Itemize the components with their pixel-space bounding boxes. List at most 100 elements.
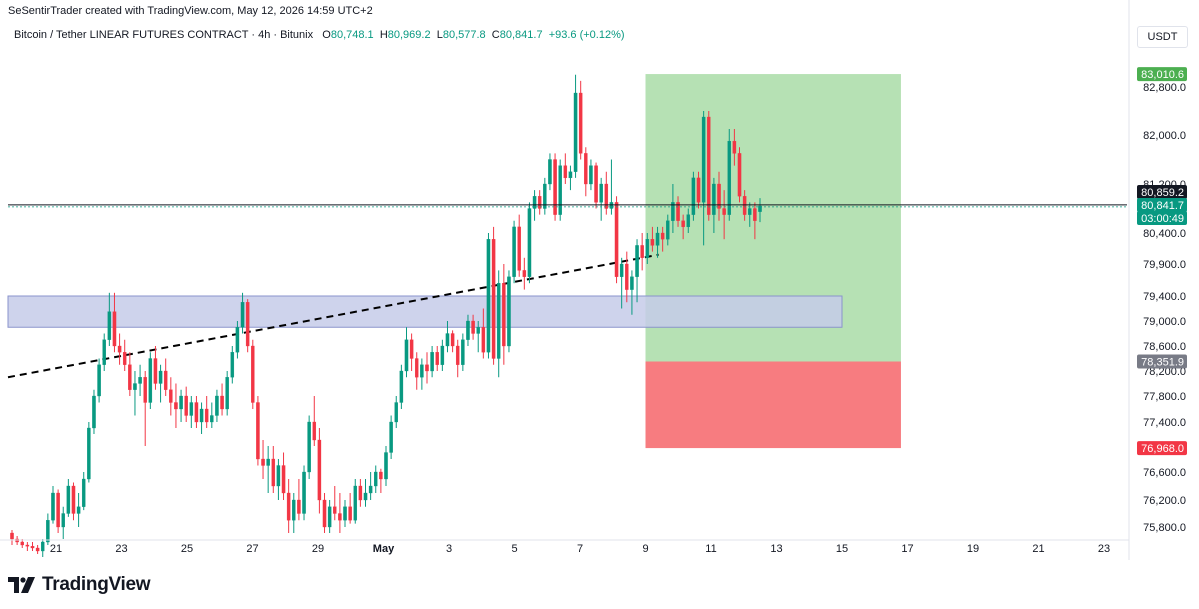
candle-body	[655, 232, 660, 246]
chart-attribution: SeSentirTrader created with TradingView.…	[8, 5, 373, 17]
candle-body	[292, 499, 296, 521]
candle	[461, 333, 465, 371]
candle	[584, 147, 588, 197]
price-label-text: 80,841.7	[1141, 200, 1184, 212]
candle	[189, 396, 194, 428]
candle-body	[112, 311, 117, 347]
candle-body	[56, 492, 60, 528]
candle	[353, 479, 358, 524]
candle	[71, 482, 76, 521]
demand-zone-rectangle[interactable]	[7, 295, 843, 328]
candle	[174, 383, 178, 428]
price-label-text: 76,968.0	[1141, 443, 1184, 455]
candle-body	[102, 339, 106, 365]
candle	[737, 147, 742, 203]
tradingview-logo: TradingView	[8, 572, 151, 598]
candle	[691, 171, 696, 221]
stop-loss-zone[interactable]	[645, 361, 901, 449]
candle	[563, 153, 568, 184]
candle-body	[174, 402, 178, 410]
candle-body	[87, 427, 91, 480]
candle	[302, 465, 306, 521]
candle	[30, 542, 35, 551]
candle-body	[589, 165, 593, 185]
price-label-bg	[1137, 67, 1187, 82]
candle-body	[312, 421, 317, 441]
candle-body	[701, 116, 706, 203]
candle-body	[748, 208, 752, 215]
candle-body	[333, 506, 337, 514]
currency-selector[interactable]: USDT	[1137, 26, 1188, 48]
y-tick-label: 76,600.0	[1143, 467, 1186, 479]
candle-body	[245, 302, 250, 347]
candle-body	[389, 421, 393, 453]
candle-body	[394, 402, 398, 423]
candle	[660, 226, 665, 252]
price-axis-label: 83,010.6	[1137, 67, 1187, 82]
candle-body	[261, 458, 265, 466]
candle-body	[666, 220, 670, 240]
candle	[430, 346, 434, 378]
price-label-text: 80,859.2	[1141, 187, 1184, 199]
candle	[133, 371, 137, 416]
high-value: 80,969.2	[387, 29, 431, 41]
candle-body	[66, 485, 71, 514]
candle	[512, 220, 516, 284]
candle-body	[732, 140, 737, 154]
x-axis[interactable]: 21 23 25 27 29 May 3 5 7 9 11 13 15 17 19 21 23	[0, 539, 1129, 555]
candle	[76, 493, 81, 527]
candle	[548, 153, 552, 191]
candle	[435, 346, 439, 371]
candle	[256, 396, 260, 466]
candle	[35, 545, 40, 554]
candle-body	[430, 352, 434, 372]
candle-body	[199, 408, 204, 423]
trendline-layer	[7, 253, 659, 379]
candle-body	[619, 263, 624, 277]
candle-body	[640, 245, 644, 258]
y-tick-label: 79,400.0	[1143, 291, 1186, 303]
candle-body	[158, 370, 163, 384]
candle-body	[614, 202, 619, 277]
candle	[143, 371, 147, 446]
candle	[327, 500, 332, 533]
candle-body	[532, 196, 537, 209]
candle	[753, 202, 757, 240]
candle	[589, 159, 593, 191]
x-tick-label: 27	[246, 543, 258, 555]
candle	[522, 257, 527, 290]
candle	[271, 446, 276, 493]
candle	[358, 479, 363, 507]
y-axis[interactable]: 75,800.076,200.076,600.077,000.077,400.0…	[1128, 0, 1186, 560]
candle-body	[537, 196, 542, 209]
candle	[225, 371, 229, 416]
candle	[25, 542, 30, 551]
candle-body	[517, 226, 521, 271]
candle-body	[163, 370, 168, 390]
candle	[491, 226, 496, 365]
change-value: +93.6 (+0.12%)	[548, 29, 625, 41]
candle	[307, 415, 311, 479]
symbol-title: Bitcoin / Tether LINEAR FUTURES CONTRACT…	[14, 29, 314, 41]
candle-body	[671, 202, 675, 221]
tradingview-logo-icon	[8, 577, 35, 593]
candle-body	[107, 311, 112, 340]
candle	[384, 446, 388, 486]
candle	[153, 346, 158, 390]
candle	[655, 226, 660, 258]
symbol-legend: Bitcoin / Tether LINEAR FUTURES CONTRACT…	[14, 29, 625, 41]
candle-body	[466, 320, 470, 340]
candle	[230, 346, 235, 384]
candle	[532, 190, 537, 221]
candle	[292, 493, 296, 533]
candle-body	[696, 177, 701, 203]
open-value: 80,748.1	[330, 29, 374, 41]
candle	[537, 190, 542, 215]
price-chart[interactable]: 75,800.076,200.076,600.077,000.077,400.0…	[0, 0, 1199, 570]
candle	[128, 352, 132, 396]
candle-body	[409, 339, 414, 359]
candle-body	[440, 345, 445, 365]
candle	[266, 446, 270, 493]
dashed-trendline[interactable]	[7, 253, 659, 379]
y-tick-label: 77,800.0	[1143, 391, 1186, 403]
